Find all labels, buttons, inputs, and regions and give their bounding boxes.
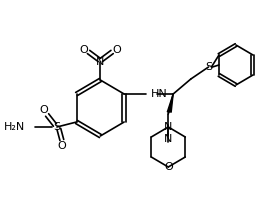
Text: HN: HN <box>151 89 167 99</box>
Text: S: S <box>53 122 61 132</box>
Text: N: N <box>96 57 105 67</box>
Text: O: O <box>164 162 173 172</box>
Text: N: N <box>164 134 173 144</box>
Text: O: O <box>57 141 66 151</box>
Polygon shape <box>167 94 173 112</box>
Text: O: O <box>79 45 88 55</box>
Text: H₂N: H₂N <box>4 122 26 132</box>
Text: N: N <box>164 122 173 132</box>
Text: O: O <box>40 105 49 115</box>
Text: S: S <box>205 62 212 72</box>
Text: O: O <box>113 45 121 55</box>
